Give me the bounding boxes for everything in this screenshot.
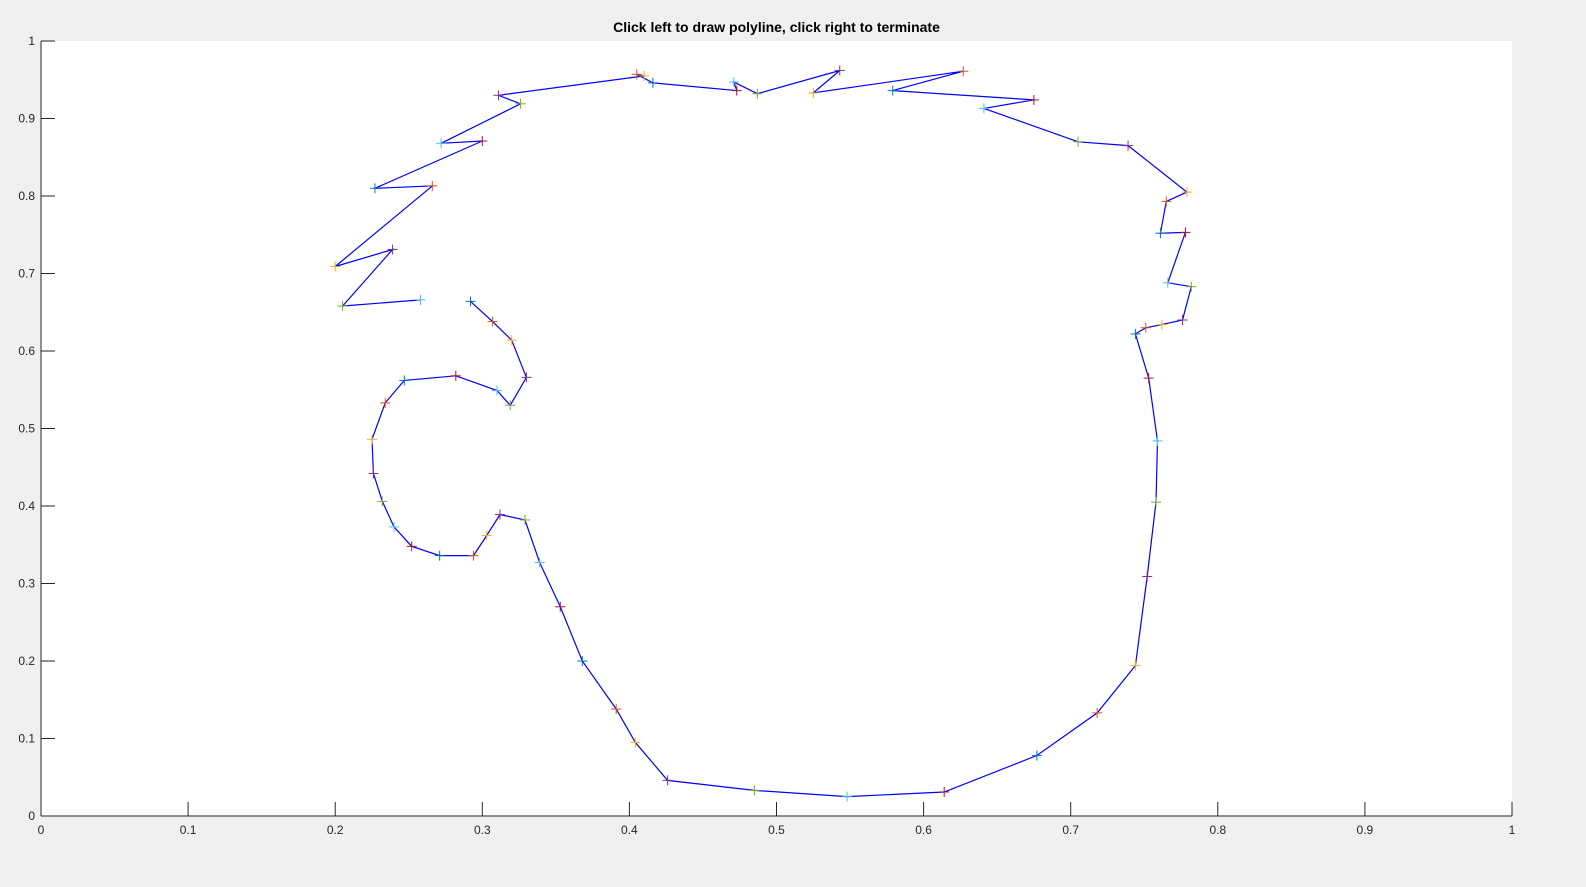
chart-title: Click left to draw polyline, click right… xyxy=(613,19,940,35)
data-point-marker xyxy=(389,521,400,532)
x-tick-label: 0.6 xyxy=(915,823,932,837)
data-point-marker xyxy=(1092,707,1103,718)
data-point-marker xyxy=(1031,750,1042,761)
y-tick-label: 1 xyxy=(28,34,35,48)
data-point-marker xyxy=(450,370,461,381)
data-point-marker xyxy=(515,98,526,109)
y-tick-label: 0.5 xyxy=(18,422,35,436)
x-tick-label: 0.9 xyxy=(1357,823,1374,837)
data-point-marker xyxy=(1156,319,1167,330)
x-tick-label: 0.4 xyxy=(621,823,638,837)
data-point-marker xyxy=(647,77,658,88)
data-point-marker xyxy=(1186,281,1197,292)
data-point-marker xyxy=(387,244,398,255)
data-point-marker xyxy=(752,88,763,99)
data-point-marker xyxy=(1152,435,1163,446)
data-point-marker xyxy=(519,514,530,525)
data-point-marker xyxy=(728,77,739,88)
plot-area[interactable] xyxy=(330,65,1197,802)
data-point-marker xyxy=(477,135,488,146)
data-point-marker xyxy=(630,737,641,748)
data-point-marker xyxy=(436,138,447,149)
data-point-marker xyxy=(368,468,379,479)
x-tick-label: 0 xyxy=(38,823,45,837)
data-point-marker xyxy=(1151,497,1162,508)
x-tick-label: 0.8 xyxy=(1209,823,1226,837)
data-point-marker xyxy=(834,65,845,76)
data-point-marker xyxy=(631,69,642,80)
data-point-marker xyxy=(337,301,348,312)
y-tick-label: 0.9 xyxy=(18,112,35,126)
y-tick-label: 0.6 xyxy=(18,344,35,358)
data-point-marker xyxy=(1161,196,1172,207)
data-point-marker xyxy=(978,103,989,114)
data-point-marker xyxy=(1140,322,1151,333)
x-tick-label: 0.7 xyxy=(1062,823,1079,837)
data-point-marker xyxy=(1028,94,1039,105)
data-point-marker xyxy=(639,70,650,81)
data-point-marker xyxy=(493,90,504,101)
y-tick-label: 0.3 xyxy=(18,577,35,591)
data-point-marker xyxy=(1123,140,1134,151)
data-point-marker xyxy=(481,530,492,541)
data-point-marker xyxy=(939,786,950,797)
y-tick-label: 0 xyxy=(28,809,35,823)
data-point-marker xyxy=(1162,277,1173,288)
data-point-marker xyxy=(377,496,388,507)
data-point-marker xyxy=(494,509,505,520)
data-point-marker xyxy=(808,87,819,98)
data-point-marker xyxy=(380,397,391,408)
data-point-marker xyxy=(662,775,673,786)
y-tick-label: 0.8 xyxy=(18,189,35,203)
y-tick-label: 0.2 xyxy=(18,654,35,668)
data-point-marker xyxy=(1130,328,1141,339)
data-point-marker xyxy=(555,601,566,612)
data-point-marker xyxy=(1181,187,1192,198)
data-point-marker xyxy=(369,183,380,194)
data-point-marker xyxy=(958,66,969,77)
data-point-marker xyxy=(465,296,476,307)
data-point-marker xyxy=(487,316,498,327)
data-point-marker xyxy=(731,85,742,96)
x-tick-label: 0.1 xyxy=(180,823,197,837)
data-point-marker xyxy=(521,372,532,383)
data-point-marker xyxy=(415,294,426,305)
data-point-marker xyxy=(406,541,417,552)
y-tick-label: 0.4 xyxy=(18,499,35,513)
data-point-marker xyxy=(611,704,622,715)
data-point-marker xyxy=(492,385,503,396)
data-point-marker xyxy=(1142,571,1153,582)
data-point-marker xyxy=(506,335,517,346)
y-tick-label: 0.7 xyxy=(18,267,35,281)
data-point-marker xyxy=(534,557,545,568)
data-point-marker xyxy=(399,375,410,386)
x-tick-label: 0.3 xyxy=(474,823,491,837)
data-point-marker xyxy=(1177,315,1188,325)
data-point-marker xyxy=(749,785,760,796)
x-tick-label: 1 xyxy=(1509,823,1516,837)
data-point-marker xyxy=(842,791,853,802)
data-point-marker xyxy=(1130,660,1141,671)
data-point-marker xyxy=(434,550,445,561)
data-point-marker xyxy=(577,656,588,666)
data-point-marker xyxy=(1143,373,1154,384)
data-point-marker xyxy=(1155,228,1166,239)
ticks: 0 0.1 0.2 0.3 0.4 0.5 0.6 0.7 0.8 0.9 1 0 0.1 0.2 0.3 0… xyxy=(18,34,1515,837)
data-point-marker xyxy=(330,261,341,272)
data-point-marker xyxy=(887,85,898,96)
data-point-marker xyxy=(427,180,438,191)
data-point-marker xyxy=(1180,227,1191,238)
data-point-marker xyxy=(366,434,377,445)
x-tick-label: 0.2 xyxy=(327,823,344,837)
axes-background[interactable] xyxy=(41,41,1512,816)
data-point-marker xyxy=(468,550,479,561)
data-point-marker xyxy=(505,400,516,411)
x-tick-label: 0.5 xyxy=(768,823,785,837)
y-tick-label: 0.1 xyxy=(18,732,35,746)
data-point-marker xyxy=(1073,136,1084,147)
